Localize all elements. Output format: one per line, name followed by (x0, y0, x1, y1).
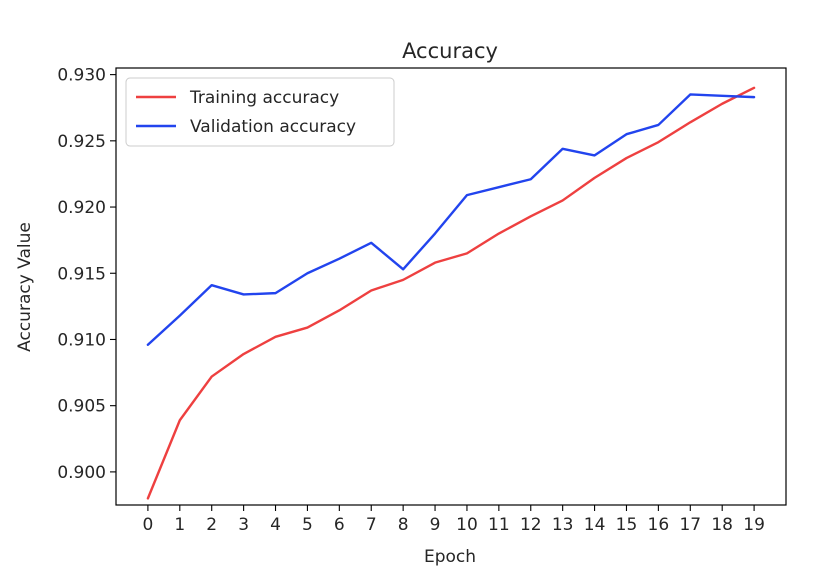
x-tick-label: 6 (334, 515, 345, 535)
y-tick-label: 0.900 (57, 463, 106, 483)
validation-accuracy-legend-label: Validation accuracy (190, 117, 356, 137)
y-axis-label: Accuracy Value (15, 222, 35, 352)
legend: Training accuracy Validation accuracy (125, 77, 395, 147)
x-tick-label: 1 (174, 515, 185, 535)
series-lines (146, 86, 756, 500)
validation-accuracy-line (146, 93, 756, 346)
x-tick-label: 9 (430, 515, 441, 535)
y-tick-label: 0.920 (57, 198, 106, 218)
x-tick-label: 4 (270, 515, 281, 535)
x-tick-label: 0 (142, 515, 153, 535)
y-axis-ticks: 0.900 0.905 0.910 0.915 0.920 0.925 0.930 (57, 66, 116, 483)
training-accuracy-legend-label: Training accuracy (189, 88, 339, 108)
x-tick-label: 8 (398, 515, 409, 535)
x-tick-label: 13 (552, 515, 574, 535)
y-tick-label: 0.925 (57, 132, 106, 152)
x-tick-label: 15 (616, 515, 638, 535)
x-tick-label: 12 (520, 515, 542, 535)
y-tick-label: 0.910 (57, 330, 106, 350)
x-tick-label: 14 (584, 515, 606, 535)
x-tick-label: 3 (238, 515, 249, 535)
y-tick-label: 0.915 (57, 264, 106, 284)
y-tick-label: 0.905 (57, 397, 106, 417)
x-tick-label: 2 (206, 515, 217, 535)
x-tick-label: 5 (302, 515, 313, 535)
plot-frame (115, 67, 787, 506)
legend-entries: Training accuracy Validation accuracy (136, 88, 356, 137)
x-tick-label: 10 (456, 515, 478, 535)
x-tick-label: 18 (711, 515, 733, 535)
plot-area: 0 1 2 3 4 5 6 7 8 9 10 11 12 13 14 15 16 17 18 19 0.9000.90… (57, 66, 787, 535)
training-accuracy-line (146, 86, 756, 500)
x-tick-label: 11 (488, 515, 510, 535)
x-tick-label: 7 (366, 515, 377, 535)
y-tick-label: 0.930 (57, 66, 106, 86)
x-tick-label: 17 (679, 515, 701, 535)
x-tick-label: 19 (743, 515, 765, 535)
chart-title: Accuracy (402, 39, 498, 63)
x-tick-label: 16 (648, 515, 670, 535)
legend-box (125, 77, 395, 147)
x-axis-ticks: 0 1 2 3 4 5 6 7 8 9 10 11 12 13 14 15 16 17 18 19 (142, 505, 765, 535)
x-axis-label: Epoch (424, 547, 476, 567)
